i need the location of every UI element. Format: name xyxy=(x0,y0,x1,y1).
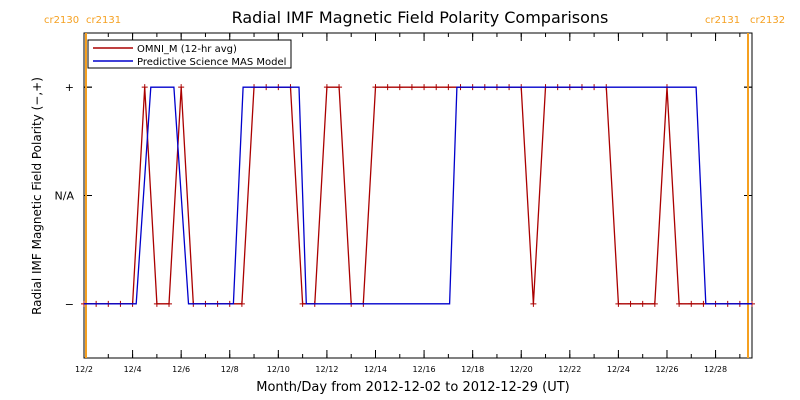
data-point xyxy=(433,84,440,91)
data-point xyxy=(530,300,537,307)
series-line-1 xyxy=(84,86,752,305)
data-point xyxy=(421,84,428,91)
x-axis-label: Month/Day from 2012-12-02 to 2012-12-29 … xyxy=(256,380,569,395)
data-point xyxy=(238,300,245,307)
x-tick-label: 12/22 xyxy=(558,365,581,374)
y-axis-label: Radial IMF Magnetic Field Polarity (−,+) xyxy=(30,77,44,315)
data-point xyxy=(445,84,452,91)
cr-marker-left-label-1: cr2130 xyxy=(44,15,79,26)
data-point xyxy=(676,300,683,307)
data-point xyxy=(615,300,622,307)
legend-label-mas-model: Predictive Science MAS Model xyxy=(137,57,286,68)
x-tick-label: 12/4 xyxy=(124,365,142,374)
chart-title: Radial IMF Magnetic Field Polarity Compa… xyxy=(232,8,609,27)
x-tick-label: 12/26 xyxy=(655,365,678,374)
x-tick-label: 12/16 xyxy=(413,365,436,374)
x-tick-label: 12/28 xyxy=(704,365,727,374)
data-point xyxy=(688,300,695,307)
x-tick-label: 12/12 xyxy=(315,365,338,374)
legend-label-omni: OMNI_M (12-hr avg) xyxy=(137,44,237,55)
data-point xyxy=(299,300,306,307)
data-point xyxy=(153,300,160,307)
data-point xyxy=(166,300,173,307)
x-tick-label: 12/10 xyxy=(267,365,290,374)
x-tick-label: 12/24 xyxy=(607,365,630,374)
data-point xyxy=(408,84,415,91)
y-tick-label: − xyxy=(65,298,74,311)
x-tick-label: 12/8 xyxy=(221,365,239,374)
y-tick-label: N/A xyxy=(55,190,75,203)
data-point xyxy=(336,84,343,91)
x-tick-label: 12/2 xyxy=(75,365,93,374)
x-tick-label: 12/14 xyxy=(364,365,387,374)
cr-marker-left-label-2: cr2131 xyxy=(86,15,121,26)
series-layer xyxy=(81,84,755,307)
data-point xyxy=(627,300,634,307)
data-point xyxy=(396,84,403,91)
cr-marker-right-label-2: cr2132 xyxy=(750,15,785,26)
data-point xyxy=(639,300,646,307)
data-point xyxy=(651,300,658,307)
y-tick-label: + xyxy=(65,81,74,94)
data-point xyxy=(384,84,391,91)
cr-marker-right-label-1: cr2131 xyxy=(705,15,740,26)
data-point xyxy=(323,84,330,91)
data-point xyxy=(141,84,148,91)
x-tick-label: 12/20 xyxy=(510,365,533,374)
x-tick-label: 12/6 xyxy=(172,365,190,374)
data-point xyxy=(372,84,379,91)
data-point xyxy=(178,84,185,91)
x-axis: 12/2 12/4 12/6 12/8 12/10 12/12 12/14 12/16 12/1… xyxy=(75,33,741,374)
x-tick-label: 12/18 xyxy=(461,365,484,374)
legend-box xyxy=(87,39,292,69)
legend: OMNI_M (12-hr avg) Predictive Science MA… xyxy=(87,39,292,69)
